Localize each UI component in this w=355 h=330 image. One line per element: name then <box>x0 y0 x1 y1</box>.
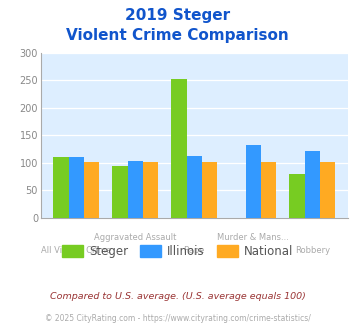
Bar <box>171 79 187 218</box>
Bar <box>202 162 217 218</box>
Text: Aggravated Assault: Aggravated Assault <box>94 233 176 242</box>
Bar <box>112 166 128 218</box>
Bar <box>128 161 143 218</box>
Text: Violent Crime Comparison: Violent Crime Comparison <box>66 28 289 43</box>
Text: © 2025 CityRating.com - https://www.cityrating.com/crime-statistics/: © 2025 CityRating.com - https://www.city… <box>45 314 310 323</box>
Bar <box>53 157 69 218</box>
Text: Murder & Mans...: Murder & Mans... <box>218 233 289 242</box>
Text: 2019 Steger: 2019 Steger <box>125 8 230 23</box>
Bar <box>320 162 335 218</box>
Bar <box>289 174 305 218</box>
Bar <box>84 162 99 218</box>
Text: All Violent Crime: All Violent Crime <box>41 246 111 255</box>
Text: Compared to U.S. average. (U.S. average equals 100): Compared to U.S. average. (U.S. average … <box>50 292 305 301</box>
Bar <box>187 156 202 218</box>
Bar <box>305 151 320 218</box>
Text: Rape: Rape <box>184 246 205 255</box>
Bar <box>69 157 84 218</box>
Bar <box>246 145 261 218</box>
Legend: Steger, Illinois, National: Steger, Illinois, National <box>57 241 298 263</box>
Bar <box>143 162 158 218</box>
Bar <box>261 162 277 218</box>
Text: Robbery: Robbery <box>295 246 330 255</box>
